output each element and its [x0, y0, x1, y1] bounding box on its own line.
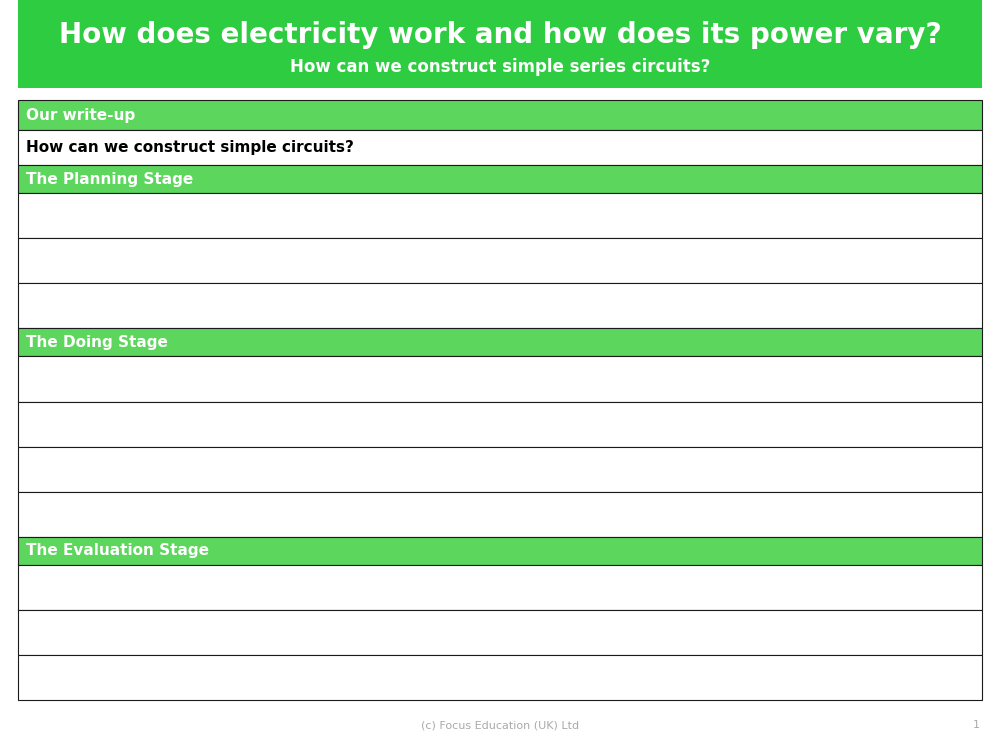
- Bar: [18, 100, 982, 130]
- Bar: [18, 130, 982, 165]
- Bar: [18, 537, 982, 565]
- Bar: [18, 610, 982, 655]
- Text: Our write-up: Our write-up: [26, 107, 135, 122]
- Bar: [18, 238, 982, 284]
- Bar: [18, 655, 982, 700]
- Bar: [18, 446, 982, 492]
- Text: The Evaluation Stage: The Evaluation Stage: [26, 543, 209, 558]
- Text: The Doing Stage: The Doing Stage: [26, 335, 168, 350]
- Bar: [18, 401, 982, 446]
- Bar: [18, 565, 982, 610]
- Text: How can we construct simple series circuits?: How can we construct simple series circu…: [290, 58, 710, 76]
- Bar: [18, 0, 982, 88]
- Bar: [18, 328, 982, 356]
- Text: The Planning Stage: The Planning Stage: [26, 172, 193, 187]
- Bar: [18, 492, 982, 537]
- Bar: [18, 356, 982, 401]
- Bar: [18, 194, 982, 238]
- Text: 1: 1: [973, 720, 980, 730]
- Bar: [18, 165, 982, 194]
- Text: How does electricity work and how does its power vary?: How does electricity work and how does i…: [59, 21, 941, 50]
- Text: (c) Focus Education (UK) Ltd: (c) Focus Education (UK) Ltd: [421, 720, 579, 730]
- Bar: [18, 284, 982, 328]
- Text: How can we construct simple circuits?: How can we construct simple circuits?: [26, 140, 354, 155]
